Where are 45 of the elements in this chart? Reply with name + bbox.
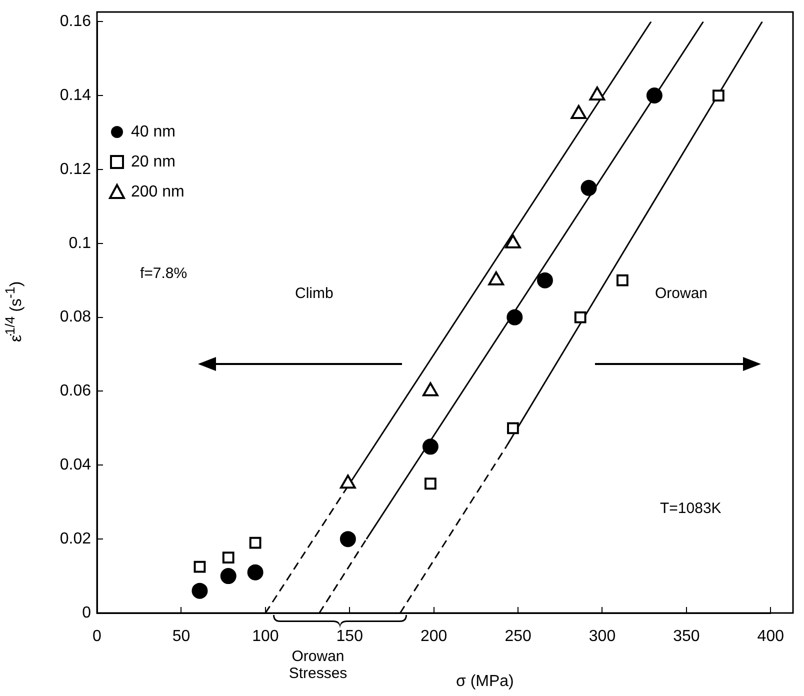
x-tick-label: 250 bbox=[504, 628, 532, 646]
point bbox=[249, 536, 262, 549]
point bbox=[580, 180, 597, 196]
point bbox=[616, 274, 628, 286]
legend-label: 40 nm bbox=[131, 123, 176, 140]
text: Orowan Stresses bbox=[288, 648, 348, 682]
x-tick-label: 350 bbox=[673, 628, 700, 646]
y-tick-label: 0 bbox=[82, 604, 92, 622]
x-tick-label: 50 bbox=[172, 628, 190, 646]
point bbox=[570, 105, 587, 120]
x-axis-title: σ (MPa) bbox=[456, 673, 514, 691]
point bbox=[589, 86, 606, 101]
x-tick-label: 150 bbox=[336, 628, 364, 646]
y-tick-label: 0.16 bbox=[60, 13, 92, 30]
point bbox=[247, 564, 264, 580]
point bbox=[422, 438, 438, 455]
y-tick-label: 0.06 bbox=[60, 382, 92, 400]
x-tick-label: 400 bbox=[757, 628, 784, 646]
y-tick-label: 0.08 bbox=[60, 308, 92, 326]
point bbox=[646, 88, 662, 104]
point bbox=[574, 311, 586, 324]
x-tick-label: 200 bbox=[420, 628, 448, 646]
point bbox=[507, 422, 519, 434]
annotation: f=7.8% bbox=[140, 265, 188, 282]
y-tick-label: 0.04 bbox=[60, 456, 92, 474]
point bbox=[506, 309, 523, 326]
point bbox=[536, 272, 553, 288]
point bbox=[712, 90, 724, 102]
point bbox=[222, 552, 234, 564]
legend-label: 200 nm bbox=[131, 183, 184, 200]
annotation: Climb bbox=[295, 285, 334, 302]
y-tick-label: 0.02 bbox=[60, 530, 92, 548]
y-tick-label: 0.12 bbox=[60, 160, 92, 178]
point bbox=[424, 478, 436, 490]
annotation: Orowan bbox=[655, 285, 708, 302]
y-tick-label: 0.14 bbox=[60, 86, 92, 104]
point bbox=[220, 568, 236, 584]
legend-label: 20 nm bbox=[131, 153, 176, 170]
point bbox=[192, 582, 208, 599]
x-tick-label: 100 bbox=[252, 628, 279, 646]
point bbox=[340, 531, 356, 548]
y-tick-label: 0.1 bbox=[68, 234, 92, 252]
point bbox=[194, 560, 206, 573]
annotation: T=1083K bbox=[660, 500, 722, 517]
x-tick-label: 300 bbox=[588, 628, 616, 646]
